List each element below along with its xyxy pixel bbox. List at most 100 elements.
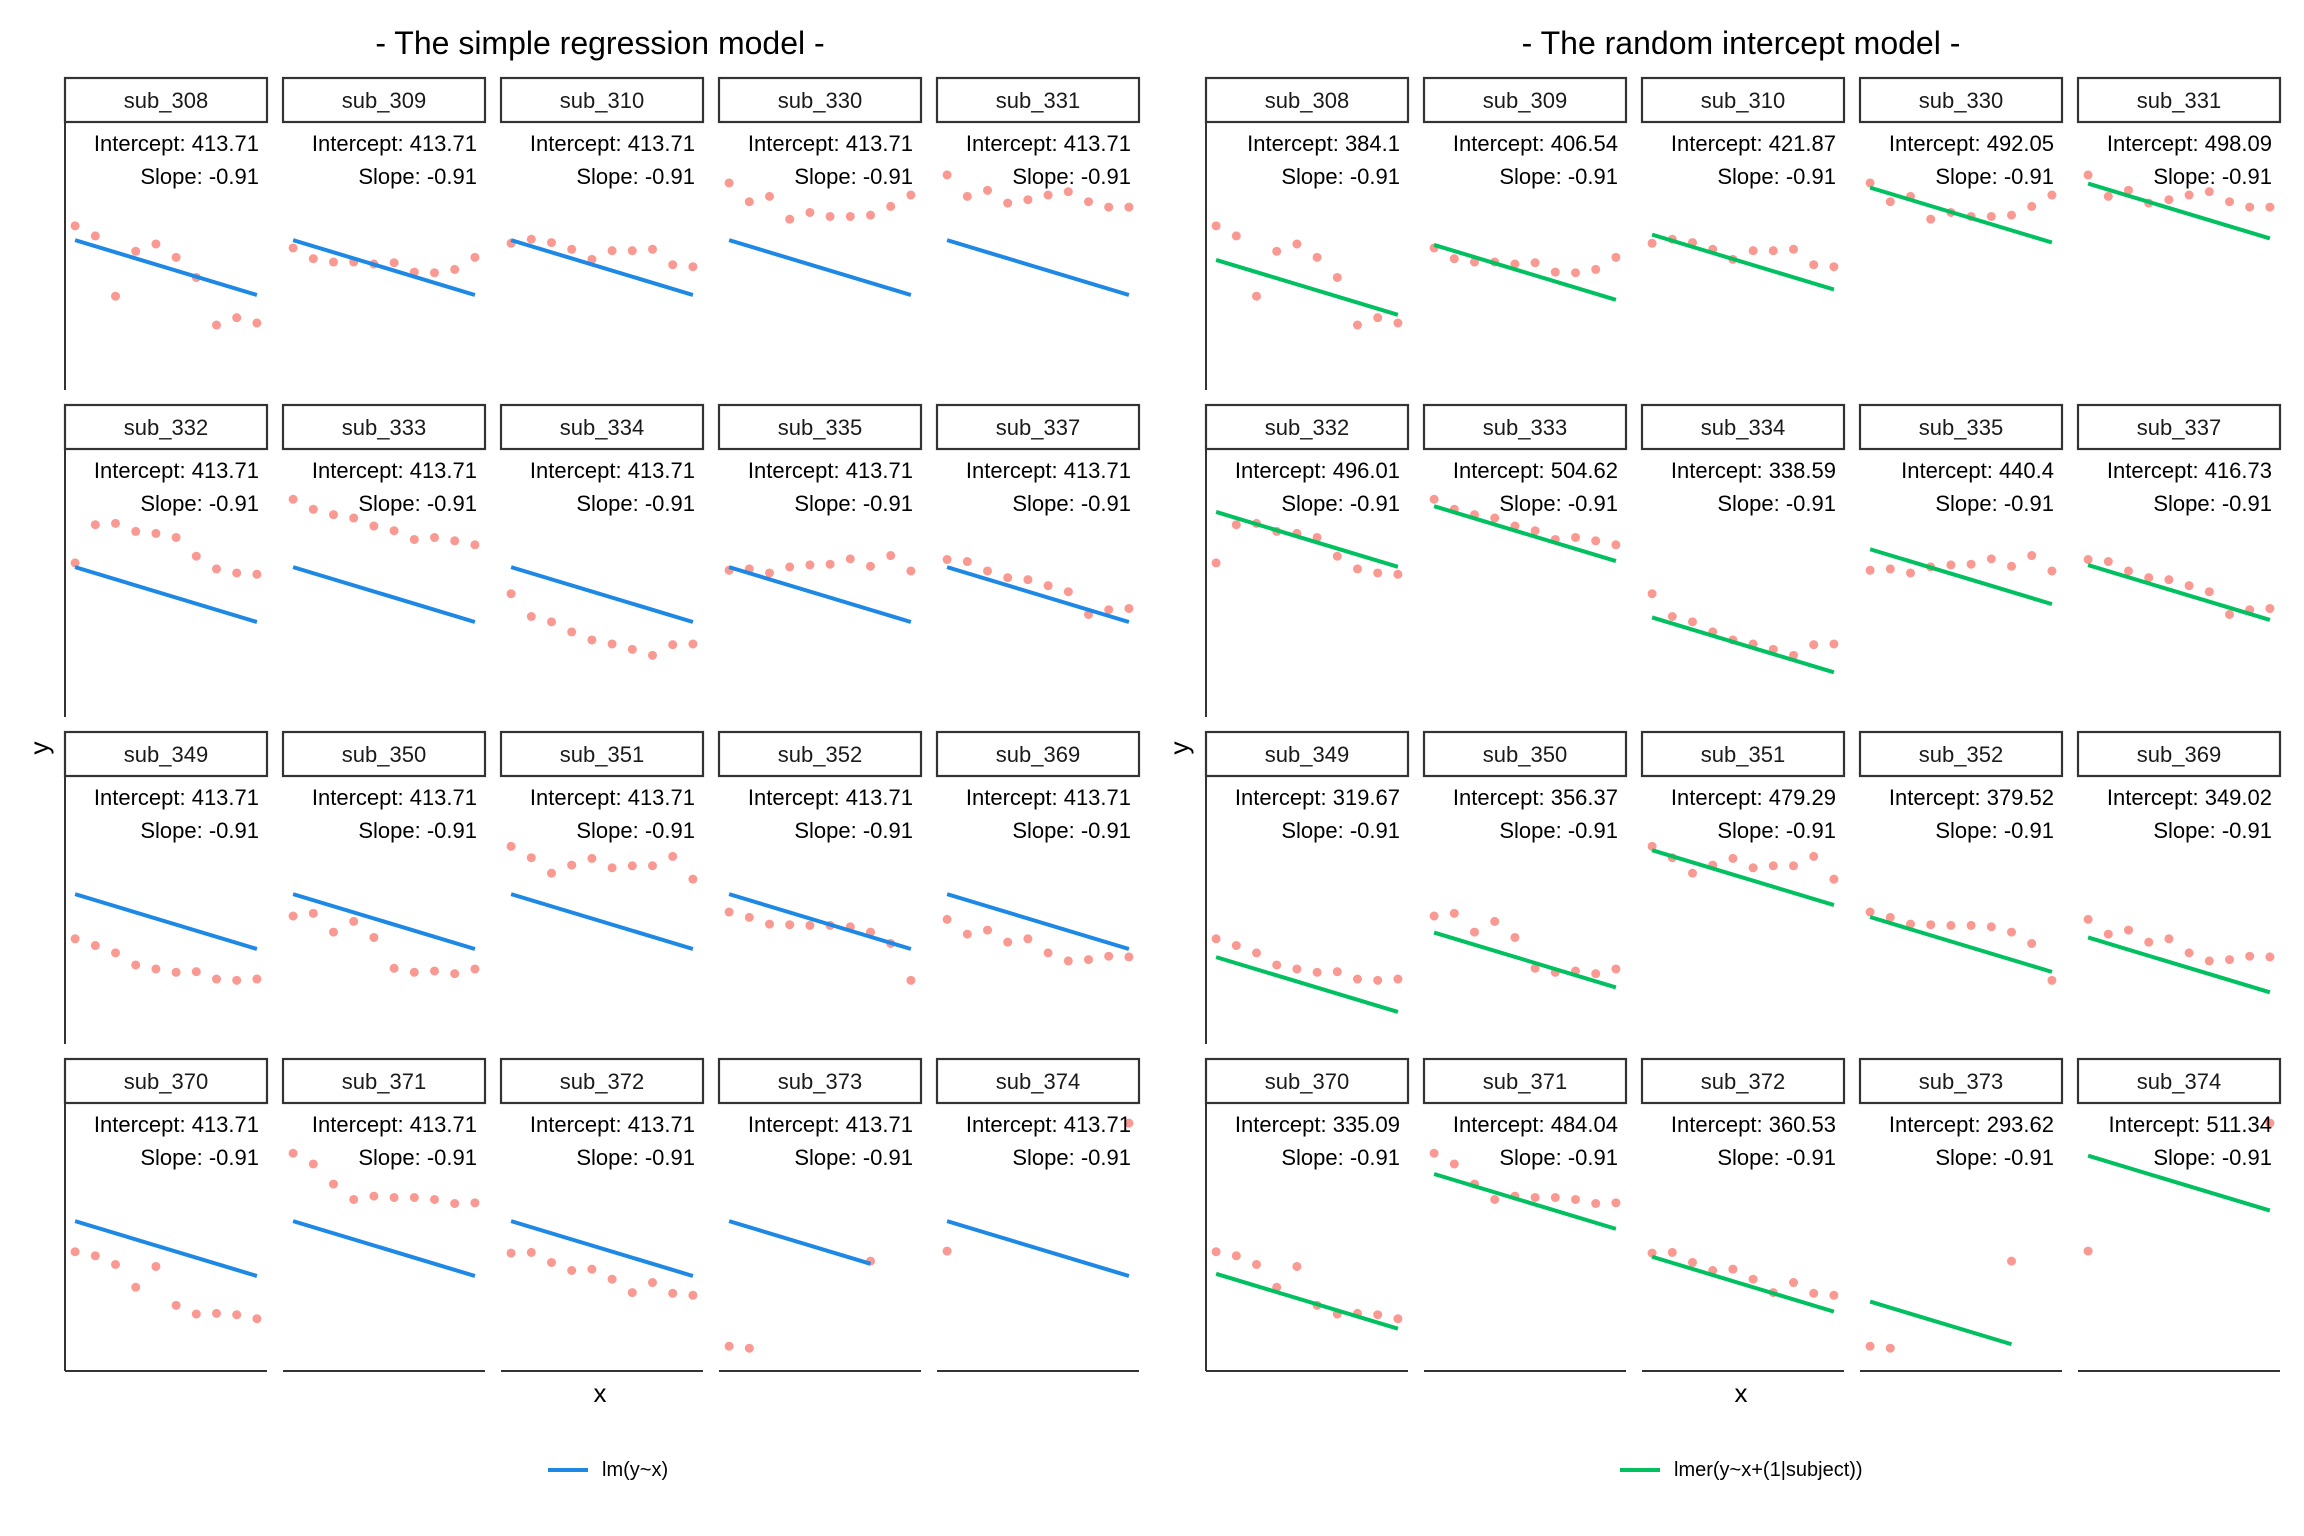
- data-point: [1003, 198, 1013, 208]
- data-point: [70, 221, 80, 231]
- data-point: [2245, 202, 2255, 212]
- data-point: [151, 239, 161, 249]
- slope-annotation: Slope: -0.91: [1935, 818, 2054, 843]
- data-point: [349, 1194, 359, 1204]
- data-point: [1647, 238, 1657, 248]
- data-point: [1789, 1278, 1798, 1288]
- data-point: [308, 1159, 318, 1169]
- facet-strip-label: sub_337: [996, 415, 1080, 440]
- data-point: [1332, 967, 1342, 977]
- facet-sub_372: sub_372 Intercept: 413.71 Slope: -0.91: [499, 1057, 705, 1372]
- data-point: [1571, 1194, 1580, 1204]
- data-point: [906, 566, 916, 576]
- data-point: [1063, 587, 1073, 597]
- slope-annotation: Slope: -0.91: [794, 818, 913, 843]
- data-point: [1063, 956, 1073, 966]
- data-point: [983, 925, 992, 935]
- facet-sub_334: sub_334 Intercept: 413.71 Slope: -0.91: [499, 403, 705, 660]
- slope-annotation: Slope: -0.91: [1717, 1145, 1836, 1170]
- data-point: [329, 257, 338, 267]
- facet-strip: [499, 76, 705, 124]
- data-point: [1124, 952, 1134, 962]
- data-point: [1748, 1274, 1758, 1284]
- data-point: [942, 170, 952, 180]
- data-point: [688, 1290, 698, 1300]
- regression-line: [1433, 504, 1617, 563]
- data-point: [111, 291, 120, 301]
- data-point: [2144, 937, 2154, 947]
- facet-sub_334: sub_334 Intercept: 338.59 Slope: -0.91: [1640, 403, 1846, 675]
- data-point: [1490, 1194, 1500, 1204]
- data-point: [1373, 313, 1383, 323]
- facet-strip: [281, 403, 487, 451]
- data-point: [1353, 564, 1362, 574]
- data-point: [1809, 1288, 1819, 1298]
- data-point: [252, 1314, 262, 1324]
- data-point: [1647, 1248, 1657, 1258]
- data-point: [547, 617, 556, 627]
- facet-strip: [717, 76, 923, 124]
- regression-line: [292, 238, 476, 297]
- intercept-annotation: Intercept: 413.71: [748, 458, 913, 483]
- data-point: [308, 908, 318, 918]
- regression-line: [728, 565, 912, 624]
- data-point: [2124, 185, 2133, 195]
- data-point: [1084, 955, 1093, 965]
- data-point: [805, 920, 815, 930]
- data-point: [1571, 532, 1580, 542]
- data-point: [131, 526, 141, 536]
- data-point: [1084, 197, 1093, 207]
- data-point: [308, 254, 318, 264]
- data-point: [1728, 1264, 1738, 1274]
- data-point: [329, 927, 338, 937]
- data-point: [470, 964, 480, 974]
- facet-strip-label: sub_332: [1265, 415, 1349, 440]
- data-point: [1023, 195, 1033, 205]
- data-point: [308, 504, 318, 514]
- data-point: [1809, 260, 1819, 270]
- intercept-annotation: Intercept: 413.71: [530, 785, 695, 810]
- x-axis-label: x: [594, 1378, 607, 1408]
- regression-line: [728, 892, 912, 951]
- data-point: [1530, 1192, 1540, 1202]
- data-point: [2164, 195, 2174, 205]
- slope-annotation: Slope: -0.91: [794, 164, 913, 189]
- data-point: [688, 639, 698, 649]
- data-point: [212, 320, 221, 330]
- data-point: [1124, 1118, 1134, 1128]
- data-point: [1829, 262, 1839, 272]
- facet-strip: [63, 730, 269, 778]
- data-point: [567, 860, 577, 870]
- legend: lm(y~x): [548, 1459, 668, 1481]
- data-point: [1043, 581, 1053, 591]
- data-point: [191, 967, 201, 977]
- data-point: [1966, 920, 1976, 930]
- data-point: [1124, 202, 1134, 212]
- facet-strip: [935, 403, 1141, 451]
- facet-sub_309: sub_309 Intercept: 413.71 Slope: -0.91: [281, 76, 487, 297]
- facet-sub_349: sub_349 Intercept: 319.67 Slope: -0.91: [1204, 730, 1410, 1044]
- facet-strip-label: sub_349: [124, 742, 208, 767]
- regression-line: [946, 1219, 1130, 1278]
- data-point: [2225, 197, 2234, 207]
- data-point: [389, 1192, 399, 1202]
- data-point: [349, 513, 359, 523]
- data-point: [1332, 272, 1342, 282]
- data-point: [349, 916, 359, 926]
- data-point: [1926, 214, 1936, 224]
- facet-strip-label: sub_330: [778, 88, 862, 113]
- slope-annotation: Slope: -0.91: [358, 491, 477, 516]
- data-point: [288, 494, 298, 504]
- facet-strip: [1204, 1057, 1410, 1105]
- data-point: [506, 1248, 516, 1258]
- facet-strip-label: sub_351: [560, 742, 644, 767]
- data-point: [2225, 955, 2234, 965]
- regression-line: [946, 892, 1130, 951]
- data-point: [2265, 952, 2275, 962]
- data-point: [526, 612, 536, 621]
- facet-sub_350: sub_350 Intercept: 413.71 Slope: -0.91: [281, 730, 487, 979]
- data-point: [906, 190, 916, 200]
- data-point: [369, 1191, 379, 1201]
- intercept-annotation: Intercept: 384.1: [1247, 131, 1400, 156]
